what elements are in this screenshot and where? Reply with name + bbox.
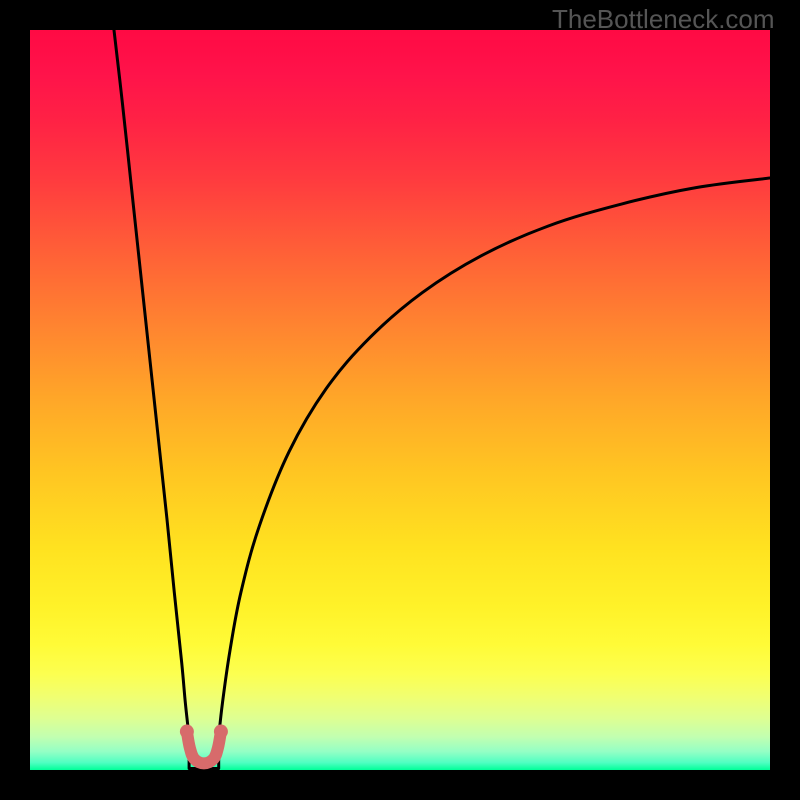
highlight-end-dot-left	[180, 725, 194, 739]
curve-overlay	[30, 30, 770, 770]
bottleneck-v-curve	[111, 30, 770, 769]
highlight-end-dot-right	[214, 725, 228, 739]
plot-area	[30, 30, 770, 770]
watermark-text: TheBottleneck.com	[552, 4, 775, 35]
chart-container: TheBottleneck.com	[0, 0, 800, 800]
